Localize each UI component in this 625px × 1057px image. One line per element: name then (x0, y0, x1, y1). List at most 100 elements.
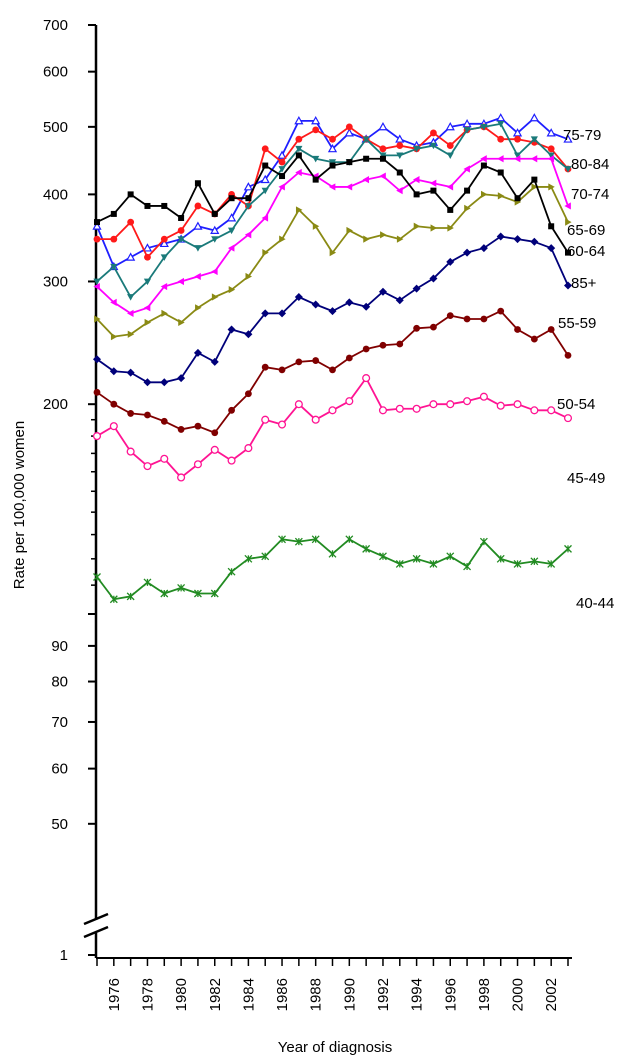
data-point (210, 445, 219, 454)
data-point (379, 552, 387, 561)
data-point (463, 562, 472, 571)
series-70-74 (93, 120, 572, 301)
data-point (530, 136, 538, 143)
data-point (496, 554, 505, 563)
data-point (479, 537, 488, 546)
y-tick-label: 70 (51, 714, 68, 731)
data-point (193, 589, 202, 598)
data-point (126, 252, 136, 261)
data-point (227, 456, 236, 465)
data-point (127, 218, 135, 226)
data-point (329, 366, 336, 374)
data-point (362, 374, 371, 383)
data-point (278, 366, 286, 374)
data-point (110, 400, 118, 408)
data-point (328, 183, 336, 191)
axis-break-slash (83, 925, 109, 939)
series-label: 55-59 (558, 315, 596, 332)
data-point (177, 227, 185, 234)
y-tick-label: 300 (43, 273, 68, 290)
x-tick-label: 1990 (341, 978, 358, 1011)
data-point (413, 145, 421, 153)
data-point (261, 309, 270, 318)
series-label: 45-49 (567, 470, 605, 487)
data-point (479, 392, 488, 401)
data-point (379, 155, 386, 162)
data-point (345, 397, 354, 406)
data-point (530, 335, 538, 343)
data-point (144, 318, 152, 327)
data-point (378, 287, 387, 296)
data-point (513, 155, 521, 163)
data-point (127, 309, 134, 317)
data-point (143, 578, 152, 587)
data-point (329, 162, 336, 169)
y-ticks: 1 50 60 70 80 90 200 300 400 500 600 700 (43, 17, 96, 964)
data-point (413, 222, 421, 230)
series-40-44 (93, 535, 572, 604)
y-tick-label: 500 (43, 119, 68, 136)
data-point (530, 155, 538, 163)
plot-area (92, 113, 573, 604)
data-point (413, 191, 420, 198)
x-tick-label: 1982 (207, 978, 224, 1011)
data-point (262, 249, 269, 257)
data-point (126, 447, 135, 456)
data-point (295, 152, 302, 159)
x-axis-title: Year of diagnosis (278, 1039, 393, 1056)
data-point (396, 187, 403, 195)
data-point (110, 210, 117, 217)
data-point (328, 406, 337, 415)
data-point (143, 378, 152, 387)
data-point (496, 401, 505, 410)
data-point (328, 159, 337, 166)
data-point (378, 406, 388, 415)
data-point (210, 225, 220, 234)
data-point (194, 245, 202, 252)
data-point (412, 284, 421, 293)
data-point (344, 128, 354, 137)
data-point (127, 191, 134, 198)
data-point (295, 145, 303, 153)
data-point (345, 354, 353, 362)
x-tick-label: 2000 (510, 978, 527, 1011)
x-tick-label: 1986 (274, 978, 291, 1011)
data-point (430, 323, 437, 331)
data-point (328, 549, 337, 558)
data-point (480, 315, 488, 323)
data-point (379, 145, 387, 153)
data-point (227, 567, 236, 576)
x-tick-label: 1978 (139, 978, 156, 1011)
data-point (379, 172, 386, 180)
data-point (144, 202, 151, 209)
data-point (529, 113, 539, 122)
data-point (210, 357, 219, 366)
data-point (160, 454, 169, 463)
data-point (177, 426, 185, 433)
data-point (177, 583, 186, 592)
data-point (547, 244, 556, 253)
series-45-49 (92, 374, 573, 482)
series-label: 85+ (571, 275, 597, 292)
data-point (380, 231, 387, 239)
data-point (564, 281, 572, 290)
data-point (194, 272, 201, 281)
data-point (160, 235, 168, 243)
data-point (244, 203, 252, 210)
data-point (211, 267, 218, 276)
data-point (329, 249, 337, 257)
data-point (127, 410, 135, 417)
data-point (329, 135, 336, 143)
data-point (430, 187, 437, 194)
y-axis-title: Rate per 100,000 women (11, 421, 28, 589)
data-point (92, 432, 102, 441)
data-point (548, 223, 555, 230)
series-label: 75-79 (563, 127, 601, 144)
data-point (261, 214, 269, 222)
data-point (530, 557, 539, 566)
x-tick-label: 1994 (409, 978, 426, 1011)
data-point (262, 162, 269, 169)
data-point (530, 237, 539, 246)
data-point (413, 324, 421, 332)
data-point (193, 460, 202, 469)
